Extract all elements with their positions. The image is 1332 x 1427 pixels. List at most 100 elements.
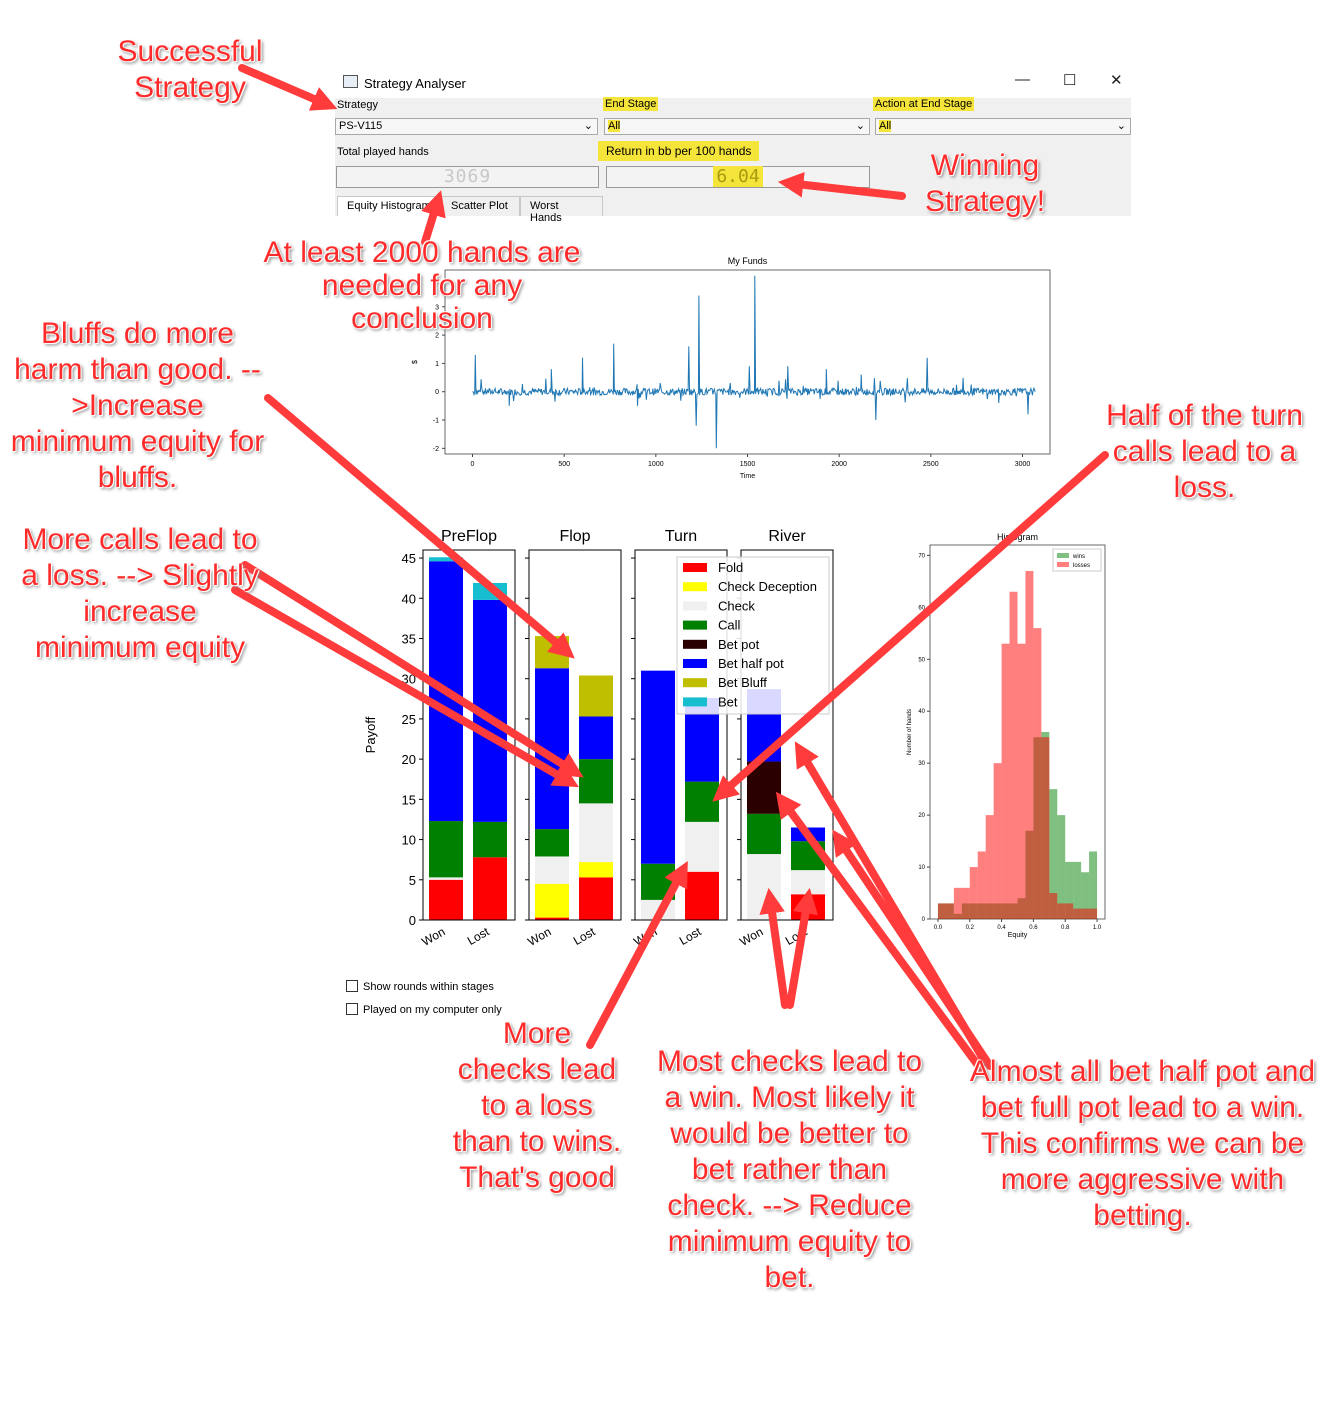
- y-tick-label: 2: [435, 333, 439, 340]
- bar-segment: [535, 856, 569, 884]
- legend-swatch: [683, 601, 707, 611]
- panel-frame: [634, 549, 728, 921]
- note-successful-strategy: Successful Strategy: [117, 35, 263, 104]
- histogram-bar: [1065, 861, 1074, 919]
- bar-segment: [579, 877, 613, 920]
- legend-swatch: [683, 678, 707, 688]
- x-tick-label: 0: [471, 461, 475, 468]
- show-rounds-checkbox[interactable]: Show rounds within stages: [346, 980, 494, 993]
- legend-swatch: [683, 659, 707, 668]
- tab-worst-hands[interactable]: Worst Hands: [520, 196, 603, 224]
- end-stage-select[interactable]: All ⌄: [604, 118, 870, 135]
- window-title: Strategy Analyser: [364, 76, 466, 91]
- legend-label: Bet pot: [718, 637, 760, 652]
- arrow-successful-strategy: [238, 64, 338, 111]
- y-tick-label: 20: [402, 752, 416, 767]
- note-bluffs: Bluffs do more harm than good. -->Increa…: [10, 317, 265, 494]
- histogram-bar: [985, 815, 994, 919]
- panel-frame: [528, 549, 622, 921]
- note-winning-strategy: Winning Strategy!: [924, 149, 1046, 218]
- y-tick-label: 10: [918, 865, 925, 871]
- legend-label: Bet Bluff: [718, 675, 767, 690]
- funds-line: [472, 275, 1036, 449]
- histogram-bar: [1081, 908, 1090, 919]
- x-tick-label: 500: [558, 461, 570, 468]
- legend-swatch: [683, 697, 707, 707]
- histogram-bar: [1049, 893, 1058, 919]
- x-axis-label: Equity: [1008, 932, 1028, 939]
- bar-segment: [579, 675, 613, 717]
- title-bar: Strategy Analyser — ☐ ✕: [335, 66, 1131, 98]
- tab-scatter-plot[interactable]: Scatter Plot: [441, 196, 520, 216]
- y-tick-label: 1: [435, 361, 439, 368]
- histogram-bar: [1001, 643, 1010, 919]
- y-tick-label: 30: [918, 761, 925, 767]
- checkbox-icon[interactable]: [346, 980, 358, 992]
- legend-label: losses: [1073, 563, 1090, 569]
- x-tick-label: 0.6: [1029, 925, 1038, 931]
- legend-swatch: [683, 639, 707, 649]
- action-at-end-stage-label: Action at End Stage: [873, 97, 975, 111]
- chevron-down-icon: ⌄: [583, 120, 593, 132]
- y-axis-label: $: [412, 360, 419, 364]
- histogram-bar: [1057, 903, 1066, 919]
- histogram-bar: [1033, 628, 1042, 919]
- bar-segment: [685, 871, 719, 920]
- histogram-bar: [1089, 908, 1098, 919]
- arrow-calls-2: [231, 586, 579, 788]
- histogram-bar: [1009, 591, 1018, 919]
- bar-segment: [473, 857, 507, 920]
- x-tick-label: 0.0: [934, 925, 943, 931]
- action-at-end-stage-select[interactable]: All ⌄: [875, 118, 1131, 135]
- strategy-analyser-window: Strategy Analyser — ☐ ✕ Strategy End Sta…: [335, 66, 1131, 224]
- legend-label: Bet half pot: [718, 656, 784, 671]
- y-tick-label: 60: [918, 605, 925, 611]
- y-tick-label: 45: [402, 551, 416, 566]
- bar-segment: [429, 879, 463, 920]
- arrow-more-checks: [586, 860, 688, 1049]
- histogram-bar: [1041, 737, 1050, 919]
- bar-segment: [579, 803, 613, 863]
- histogram-bar: [993, 763, 1002, 919]
- played-on-my-computer-checkbox[interactable]: Played on my computer only: [346, 1003, 502, 1016]
- panel-frame: [740, 549, 834, 921]
- close-icon[interactable]: ✕: [1110, 72, 1123, 89]
- arrow-2000-hands: [421, 190, 446, 246]
- bar-segment: [535, 883, 569, 918]
- histogram-bar: [1081, 872, 1090, 919]
- bar-segment: [579, 862, 613, 878]
- x-tick-label: 3000: [1015, 461, 1031, 468]
- checkbox-icon[interactable]: [346, 1003, 358, 1015]
- arrow-bet-half-pot-2: [775, 791, 984, 1072]
- bar-segment: [535, 829, 569, 857]
- x-tick-label: 2500: [923, 461, 939, 468]
- maximize-icon[interactable]: ☐: [1063, 72, 1077, 89]
- total-hands-display: 3069: [336, 166, 599, 188]
- minimize-icon[interactable]: —: [1015, 71, 1030, 88]
- chart-title: My Funds: [728, 256, 768, 266]
- panel-title: River: [768, 528, 806, 545]
- y-tick-label: -2: [433, 446, 439, 453]
- show-rounds-label: Show rounds within stages: [363, 981, 494, 993]
- histogram-bar: [1025, 570, 1034, 919]
- y-tick-label: 15: [402, 792, 416, 807]
- legend-label: wins: [1072, 554, 1085, 560]
- panel-title: Flop: [559, 528, 590, 545]
- arrow-most-checks-1: [759, 887, 789, 1009]
- app-icon: [343, 75, 358, 88]
- y-tick-label: 0: [435, 389, 439, 396]
- histogram-bar: [1073, 861, 1082, 919]
- bar-segment: [535, 917, 569, 920]
- y-tick-label: 40: [402, 591, 416, 606]
- y-tick-label: 70: [918, 553, 925, 559]
- strategy-select[interactable]: PS-V115 ⌄: [335, 118, 598, 135]
- panel-title: PreFlop: [441, 528, 497, 545]
- bar-segment: [579, 759, 613, 804]
- y-tick-label: -1: [433, 418, 439, 425]
- note-more-calls: More calls lead to a loss. --> Slightly …: [21, 523, 259, 664]
- histogram-bar: [1089, 851, 1098, 919]
- histogram-bar: [1017, 643, 1026, 919]
- histogram-bar: [977, 851, 986, 919]
- y-tick-label: 40: [918, 709, 925, 715]
- bar-segment: [641, 670, 675, 864]
